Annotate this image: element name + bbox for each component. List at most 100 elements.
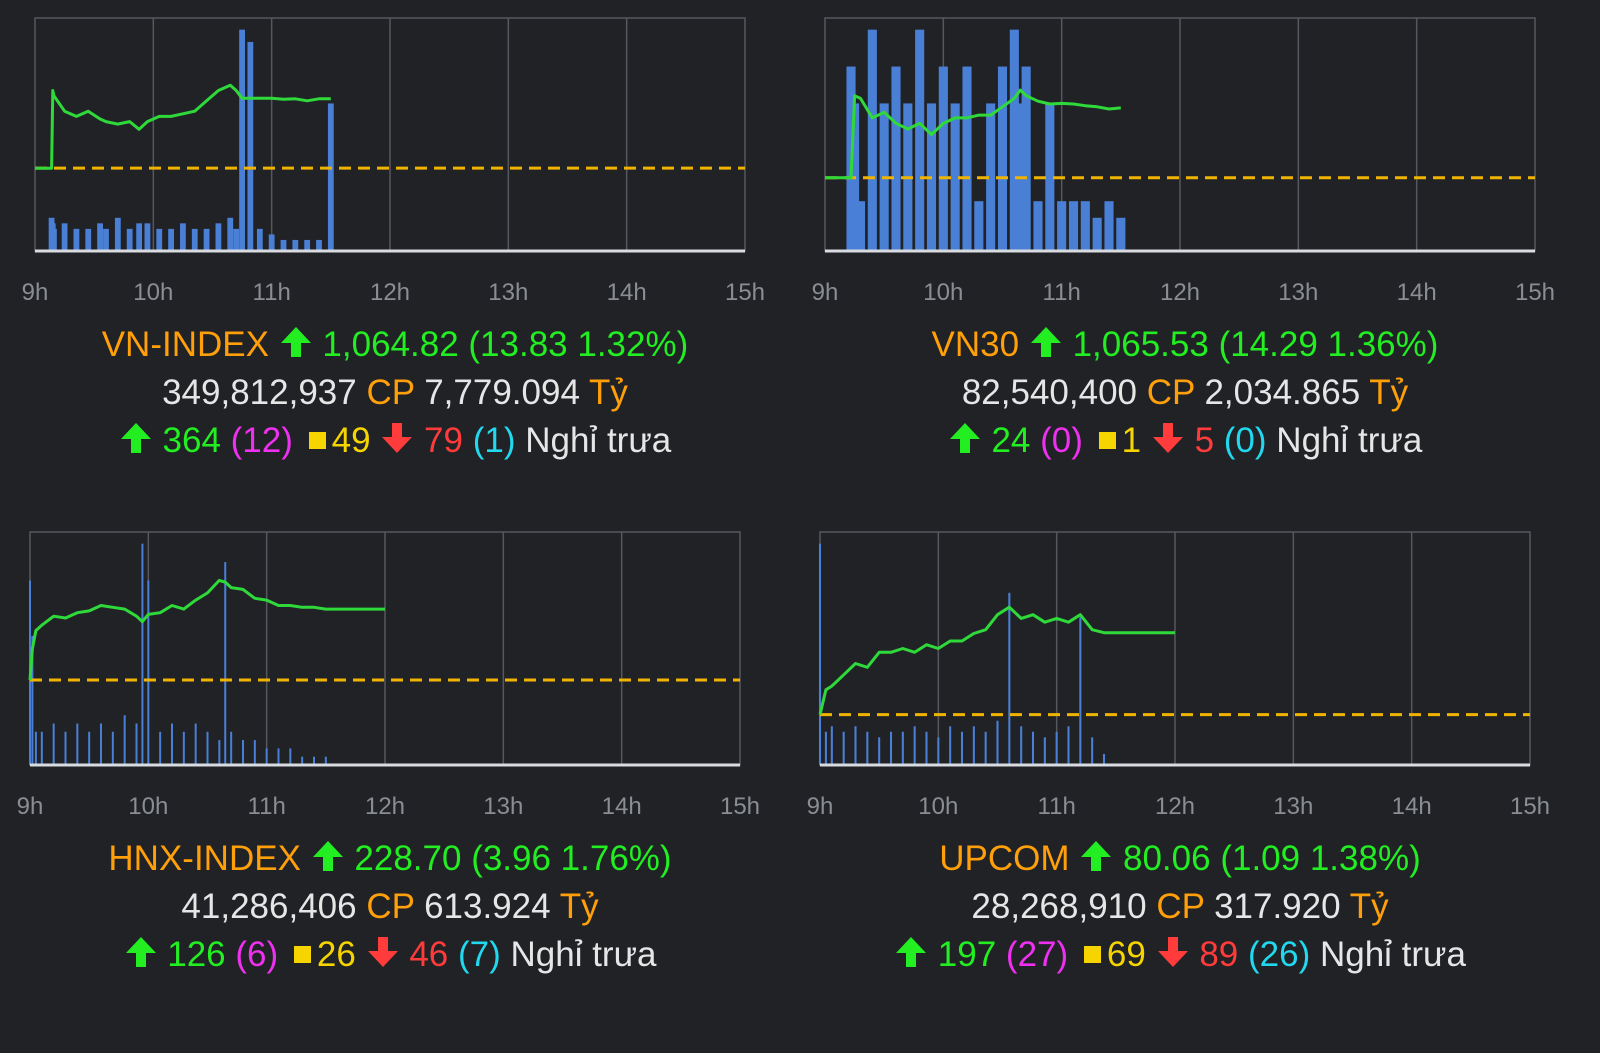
unchanged-count: 1 [1121,421,1142,460]
volume-bar [949,726,952,765]
x-tick-label: 12h [1155,793,1195,820]
volume-bar [972,726,975,765]
volume-bar [40,731,43,765]
volume-bar [135,723,138,765]
volume-bar [230,731,233,765]
volume-bar [1045,103,1055,251]
advancers-count: 126 [167,935,226,974]
volume-bar [1079,617,1082,765]
arrow-down-icon [382,423,413,453]
index-change: (3.96 1.76%) [471,839,672,878]
x-tick-label: 14h [607,279,647,306]
volume-bar [144,223,151,251]
volume-bar [97,223,103,251]
unchanged-count: 26 [316,935,356,974]
volume-bar [85,228,92,251]
volume-value: 349,812,937 [162,373,357,412]
decliners-count: 46 [409,935,449,974]
arrow-up-icon [949,423,980,453]
floor-count: (1) [472,421,516,460]
volume-bar [103,228,109,251]
volume-bar [233,228,240,251]
x-tick-label: 13h [488,279,528,306]
volume-bar [855,201,866,251]
volume-bar [168,228,174,251]
turnover-unit: Tỷ [1349,887,1389,926]
volume-bar [141,543,144,765]
volume-bar [1068,201,1079,251]
volume-bar [239,29,245,252]
volume-bar [159,731,162,765]
volume-bar [227,217,234,251]
floor-count: (7) [457,935,501,974]
x-tick-label: 9h [812,279,839,306]
chart-vn-index: 9h 10h 11h 12h 13h 14h 15h [22,17,765,306]
volume-bar [950,103,960,251]
x-tick-label: 11h [1038,793,1076,820]
panel-upcom: 9h 10h 11h 12h 13h 14h 15h UPCOM 80.06 (1.09 1… [790,524,1570,979]
unchanged-count: 49 [331,421,371,460]
volume-bar [292,239,299,251]
advancers-count: 197 [937,935,997,974]
volume-bar [1008,592,1011,765]
index-name: UPCOM [939,839,1070,878]
index-value: 1,065.53 [1072,325,1209,364]
volume-bar [1080,201,1090,251]
volume-bar [925,731,928,765]
volume-bar [824,731,827,765]
turnover-value: 317.920 [1214,887,1341,926]
arrow-up-icon [1030,327,1061,357]
volume-bar [997,66,1008,251]
chart-hnx-index: 9h 10h 11h 12h 13h 14h 15h [17,531,760,820]
volume-bar [111,731,114,765]
volume-bar [891,66,901,251]
volume-value: 28,268,910 [971,887,1147,926]
x-tick-label: 11h [248,793,286,820]
price-line [818,605,1175,715]
volume-bar [1009,29,1019,252]
x-tick-label: 11h [253,279,291,306]
volume-bar [136,223,143,251]
advancers-count: 24 [991,421,1031,460]
volume-bar [123,715,126,765]
volume-bar [147,580,150,765]
volume-bar [818,543,822,765]
index-name: HNX-INDEX [108,839,301,878]
arrow-up-icon [896,937,927,967]
volume-bar [100,723,102,765]
arrow-up-icon [120,423,151,453]
turnover-unit: Tỷ [1369,373,1409,412]
unchanged-square-icon [1083,946,1101,963]
arrow-up-icon [1081,841,1112,871]
x-tick-label: 9h [807,793,834,820]
x-tick-label: 12h [370,279,410,306]
x-tick-label: 14h [602,793,642,820]
x-tick-label: 11h [1043,279,1081,306]
x-tick-label: 15h [1515,279,1555,306]
turnover-unit: Tỷ [589,373,628,412]
index-value: 228.70 [354,839,462,878]
unchanged-count: 69 [1106,935,1146,974]
unchanged-square-icon [1098,432,1116,449]
volume-bar [304,239,311,251]
index-change: (14.29 1.36%) [1218,325,1439,364]
volume-bar [1102,753,1106,765]
volume-bar [1067,726,1070,765]
arrow-down-icon [1157,937,1188,967]
volume-bar [316,239,322,251]
x-tick-label: 12h [1160,279,1200,306]
price-line [28,578,385,681]
volume-bar [51,228,57,251]
x-tick-label: 13h [1278,279,1318,306]
decliners-count: 89 [1199,935,1239,974]
arrow-up-icon [312,841,343,871]
volume-bar [913,726,916,765]
volume-unit: CP [1156,887,1205,926]
volume-bar [1031,731,1035,765]
volume-bar [31,635,34,765]
panel-vn-index: 9h 10h 11h 12h 13h 14h 15h VN-INDEX 1,064.82 (… [5,10,785,465]
volume-bar [242,740,244,765]
arrow-down-icon [1152,423,1183,453]
volume-bar [915,29,925,252]
volume-bar [1020,726,1023,765]
